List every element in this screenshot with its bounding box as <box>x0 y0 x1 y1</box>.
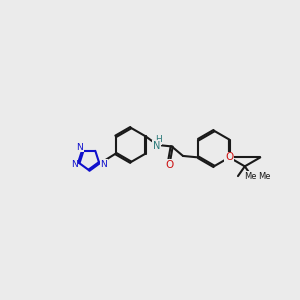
Text: H: H <box>155 135 161 144</box>
Text: N: N <box>153 140 161 151</box>
Text: O: O <box>165 160 173 170</box>
Text: N: N <box>100 160 107 169</box>
Text: Me: Me <box>258 172 271 181</box>
Text: N: N <box>76 142 83 152</box>
Text: N: N <box>71 160 78 169</box>
Text: Me: Me <box>244 172 257 181</box>
Text: O: O <box>225 152 233 162</box>
